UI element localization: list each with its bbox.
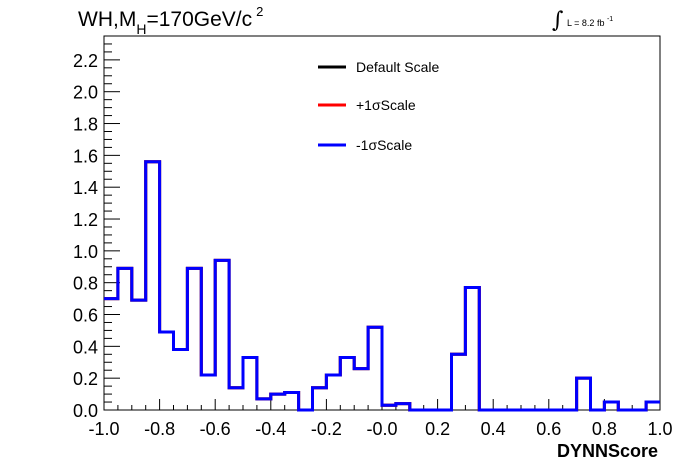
y-tick-label: 2.0 [73, 83, 98, 103]
legend-label-1: Default Scale [356, 59, 439, 75]
x-tick-label: 0.6 [536, 419, 561, 439]
x-axis-label: DYNNScore [556, 441, 658, 461]
x-tick-label: 0.4 [481, 419, 506, 439]
x-tick-label: -0.8 [144, 419, 175, 439]
y-tick-label: 2.2 [73, 51, 98, 71]
x-tick-label: -0.0 [366, 419, 397, 439]
x-tick-label: -0.6 [200, 419, 231, 439]
y-tick-label: 1.2 [73, 210, 98, 230]
x-tick-label: 1.0 [647, 419, 672, 439]
y-tick-label: 0.8 [73, 274, 98, 294]
y-tick-label: 0.6 [73, 306, 98, 326]
integral-symbol: ∫ [552, 8, 564, 33]
y-tick-label: 0.0 [73, 401, 98, 421]
luminosity-text: L = 8.2 fb [567, 18, 605, 28]
y-tick-label: 1.8 [73, 115, 98, 135]
title-superscript: 2 [256, 4, 264, 19]
legend-label-3: -1σScale [356, 137, 412, 153]
x-tick-label: 0.8 [592, 419, 617, 439]
x-tick-label: -0.4 [255, 419, 286, 439]
title-main: WH,M [78, 8, 137, 31]
axis-ticks: -1.0 -0.8 -0.6 -0.4 -0.2 -0.0 0.2 0.4 0.6 0.8 1.0 0… [73, 35, 673, 439]
x-tick-label: -0.2 [311, 419, 342, 439]
y-tick-label: 1.6 [73, 146, 98, 166]
luminosity-exponent: -1 [606, 16, 614, 23]
title-subscript: H [136, 21, 147, 37]
x-tick-label: -1.0 [88, 419, 119, 439]
series-layer [104, 160, 660, 412]
legend-label-2: +1σScale [356, 97, 416, 113]
title-rest: =170GeV/c [146, 8, 253, 31]
y-tick-label: 0.2 [73, 369, 98, 389]
series-line-3 [104, 160, 660, 412]
x-tick-label: 0.2 [425, 419, 450, 439]
y-tick-label: 0.4 [73, 337, 98, 357]
chart-title: WH,MH=170GeV/c 2 [78, 4, 263, 37]
luminosity-label: ∫ L = 8.2 fb -1 [552, 8, 614, 33]
y-tick-label: 1.4 [73, 178, 98, 198]
y-tick-label: 1.0 [73, 242, 98, 262]
legend: Default Scale +1σScale -1σScale [318, 59, 439, 153]
